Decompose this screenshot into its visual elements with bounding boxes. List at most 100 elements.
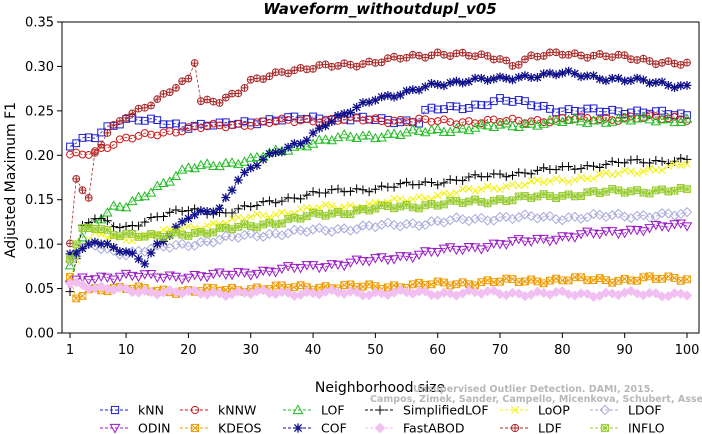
- legend-label: LOF: [321, 403, 345, 418]
- data-point: [515, 182, 522, 189]
- data-point: [122, 247, 131, 256]
- data-point: [103, 216, 112, 225]
- data-point: [441, 190, 448, 197]
- legend-item-kdeos: KDEOS: [180, 421, 262, 434]
- data-point: [290, 194, 299, 203]
- data-point: [578, 174, 585, 181]
- legend-label: ODIN: [138, 421, 171, 434]
- data-point: [260, 212, 267, 219]
- data-point: [178, 207, 187, 216]
- legend-label: FastABOD: [403, 421, 465, 434]
- data-point: [293, 423, 302, 432]
- data-point: [235, 214, 242, 221]
- y-tick-label: 0.10: [25, 238, 54, 253]
- y-tick-label: 0.15: [25, 193, 54, 208]
- data-point: [628, 168, 635, 175]
- data-point: [185, 223, 192, 230]
- data-point: [652, 167, 659, 174]
- data-point: [109, 243, 118, 252]
- legend-item-knnw: kNNW: [180, 403, 256, 418]
- data-point: [658, 157, 667, 166]
- data-point: [427, 79, 436, 88]
- data-point: [391, 195, 398, 202]
- y-tick-label: 0.05: [25, 282, 54, 297]
- data-point: [302, 136, 311, 145]
- y-tick-label: 0.00: [25, 327, 54, 342]
- data-point: [670, 83, 679, 92]
- data-point: [265, 149, 274, 158]
- data-point: [453, 190, 460, 197]
- data-point: [122, 222, 131, 231]
- y-tick-label: 0.20: [25, 149, 54, 164]
- data-point: [553, 175, 560, 182]
- data-point: [497, 186, 504, 193]
- data-point: [683, 223, 692, 231]
- data-point: [321, 122, 330, 131]
- x-tick-label: 20: [180, 343, 197, 358]
- data-point: [402, 178, 411, 187]
- data-point: [489, 75, 498, 84]
- data-point: [334, 133, 343, 141]
- data-point: [559, 177, 566, 184]
- legend-label: COF: [321, 421, 347, 434]
- data-point: [528, 178, 535, 185]
- legend-label: kNNW: [218, 403, 256, 418]
- data-point: [184, 206, 193, 215]
- data-point: [254, 211, 261, 218]
- y-tick-label: 0.35: [25, 16, 54, 31]
- data-point: [521, 238, 530, 246]
- data-point: [359, 131, 368, 139]
- data-point: [365, 98, 374, 107]
- x-tick-label: 90: [616, 343, 633, 358]
- data-point: [634, 170, 641, 177]
- chart-title: Waveform_withoutdupl_v05: [263, 0, 496, 18]
- series-line: [70, 52, 687, 243]
- data-point: [134, 255, 143, 264]
- y-axis-title: Adjusted Maximum F1: [3, 102, 19, 258]
- data-point: [346, 108, 355, 117]
- data-point: [545, 69, 554, 78]
- legend: kNN kNNW LOF SimplifiedLOF LoOP LDOFODIN KDEOS…: [100, 403, 665, 434]
- data-point: [390, 183, 399, 192]
- data-point: [271, 198, 280, 207]
- data-point: [190, 210, 199, 219]
- legend-item-knn: kNN: [100, 403, 164, 418]
- data-point: [334, 111, 343, 120]
- data-point: [478, 186, 485, 193]
- data-point: [322, 202, 329, 209]
- data-point: [446, 78, 455, 87]
- legend-item-lof: LOF: [283, 403, 345, 418]
- legend-item-inflo: INFLO: [590, 421, 665, 434]
- x-axis: 1 10 20 30 40 50 60 70 80 90 100: [66, 333, 700, 358]
- data-point: [259, 197, 268, 206]
- data-point: [590, 175, 597, 182]
- data-point: [589, 162, 598, 171]
- data-point: [472, 187, 479, 194]
- data-point: [159, 212, 168, 221]
- y-tick-label: 0.25: [25, 104, 54, 119]
- data-point: [577, 231, 586, 239]
- legend-item-fastabod: FastABOD: [365, 421, 465, 434]
- legend-label: INFLO: [628, 421, 665, 434]
- data-point: [502, 74, 511, 83]
- data-point: [296, 194, 305, 203]
- data-point: [340, 130, 349, 138]
- data-point: [97, 214, 106, 223]
- series-loop: [67, 161, 691, 282]
- data-point: [215, 162, 224, 170]
- y-axis: 0.00 0.05 0.10 0.15 0.20 0.25 0.30 0.35: [25, 16, 62, 342]
- data-point: [165, 208, 174, 217]
- data-point: [446, 128, 455, 136]
- x-tick-label: 70: [492, 343, 509, 358]
- data-point: [521, 71, 530, 80]
- data-point: [221, 271, 230, 279]
- data-point: [383, 91, 392, 100]
- y-tick-label: 0.30: [25, 60, 54, 75]
- data-point: [228, 186, 237, 195]
- data-point: [558, 69, 567, 78]
- x-tick-label: 10: [118, 343, 135, 358]
- data-point: [533, 235, 542, 243]
- data-point: [608, 228, 617, 236]
- data-point: [596, 171, 603, 178]
- legend-label: LoOP: [538, 403, 570, 418]
